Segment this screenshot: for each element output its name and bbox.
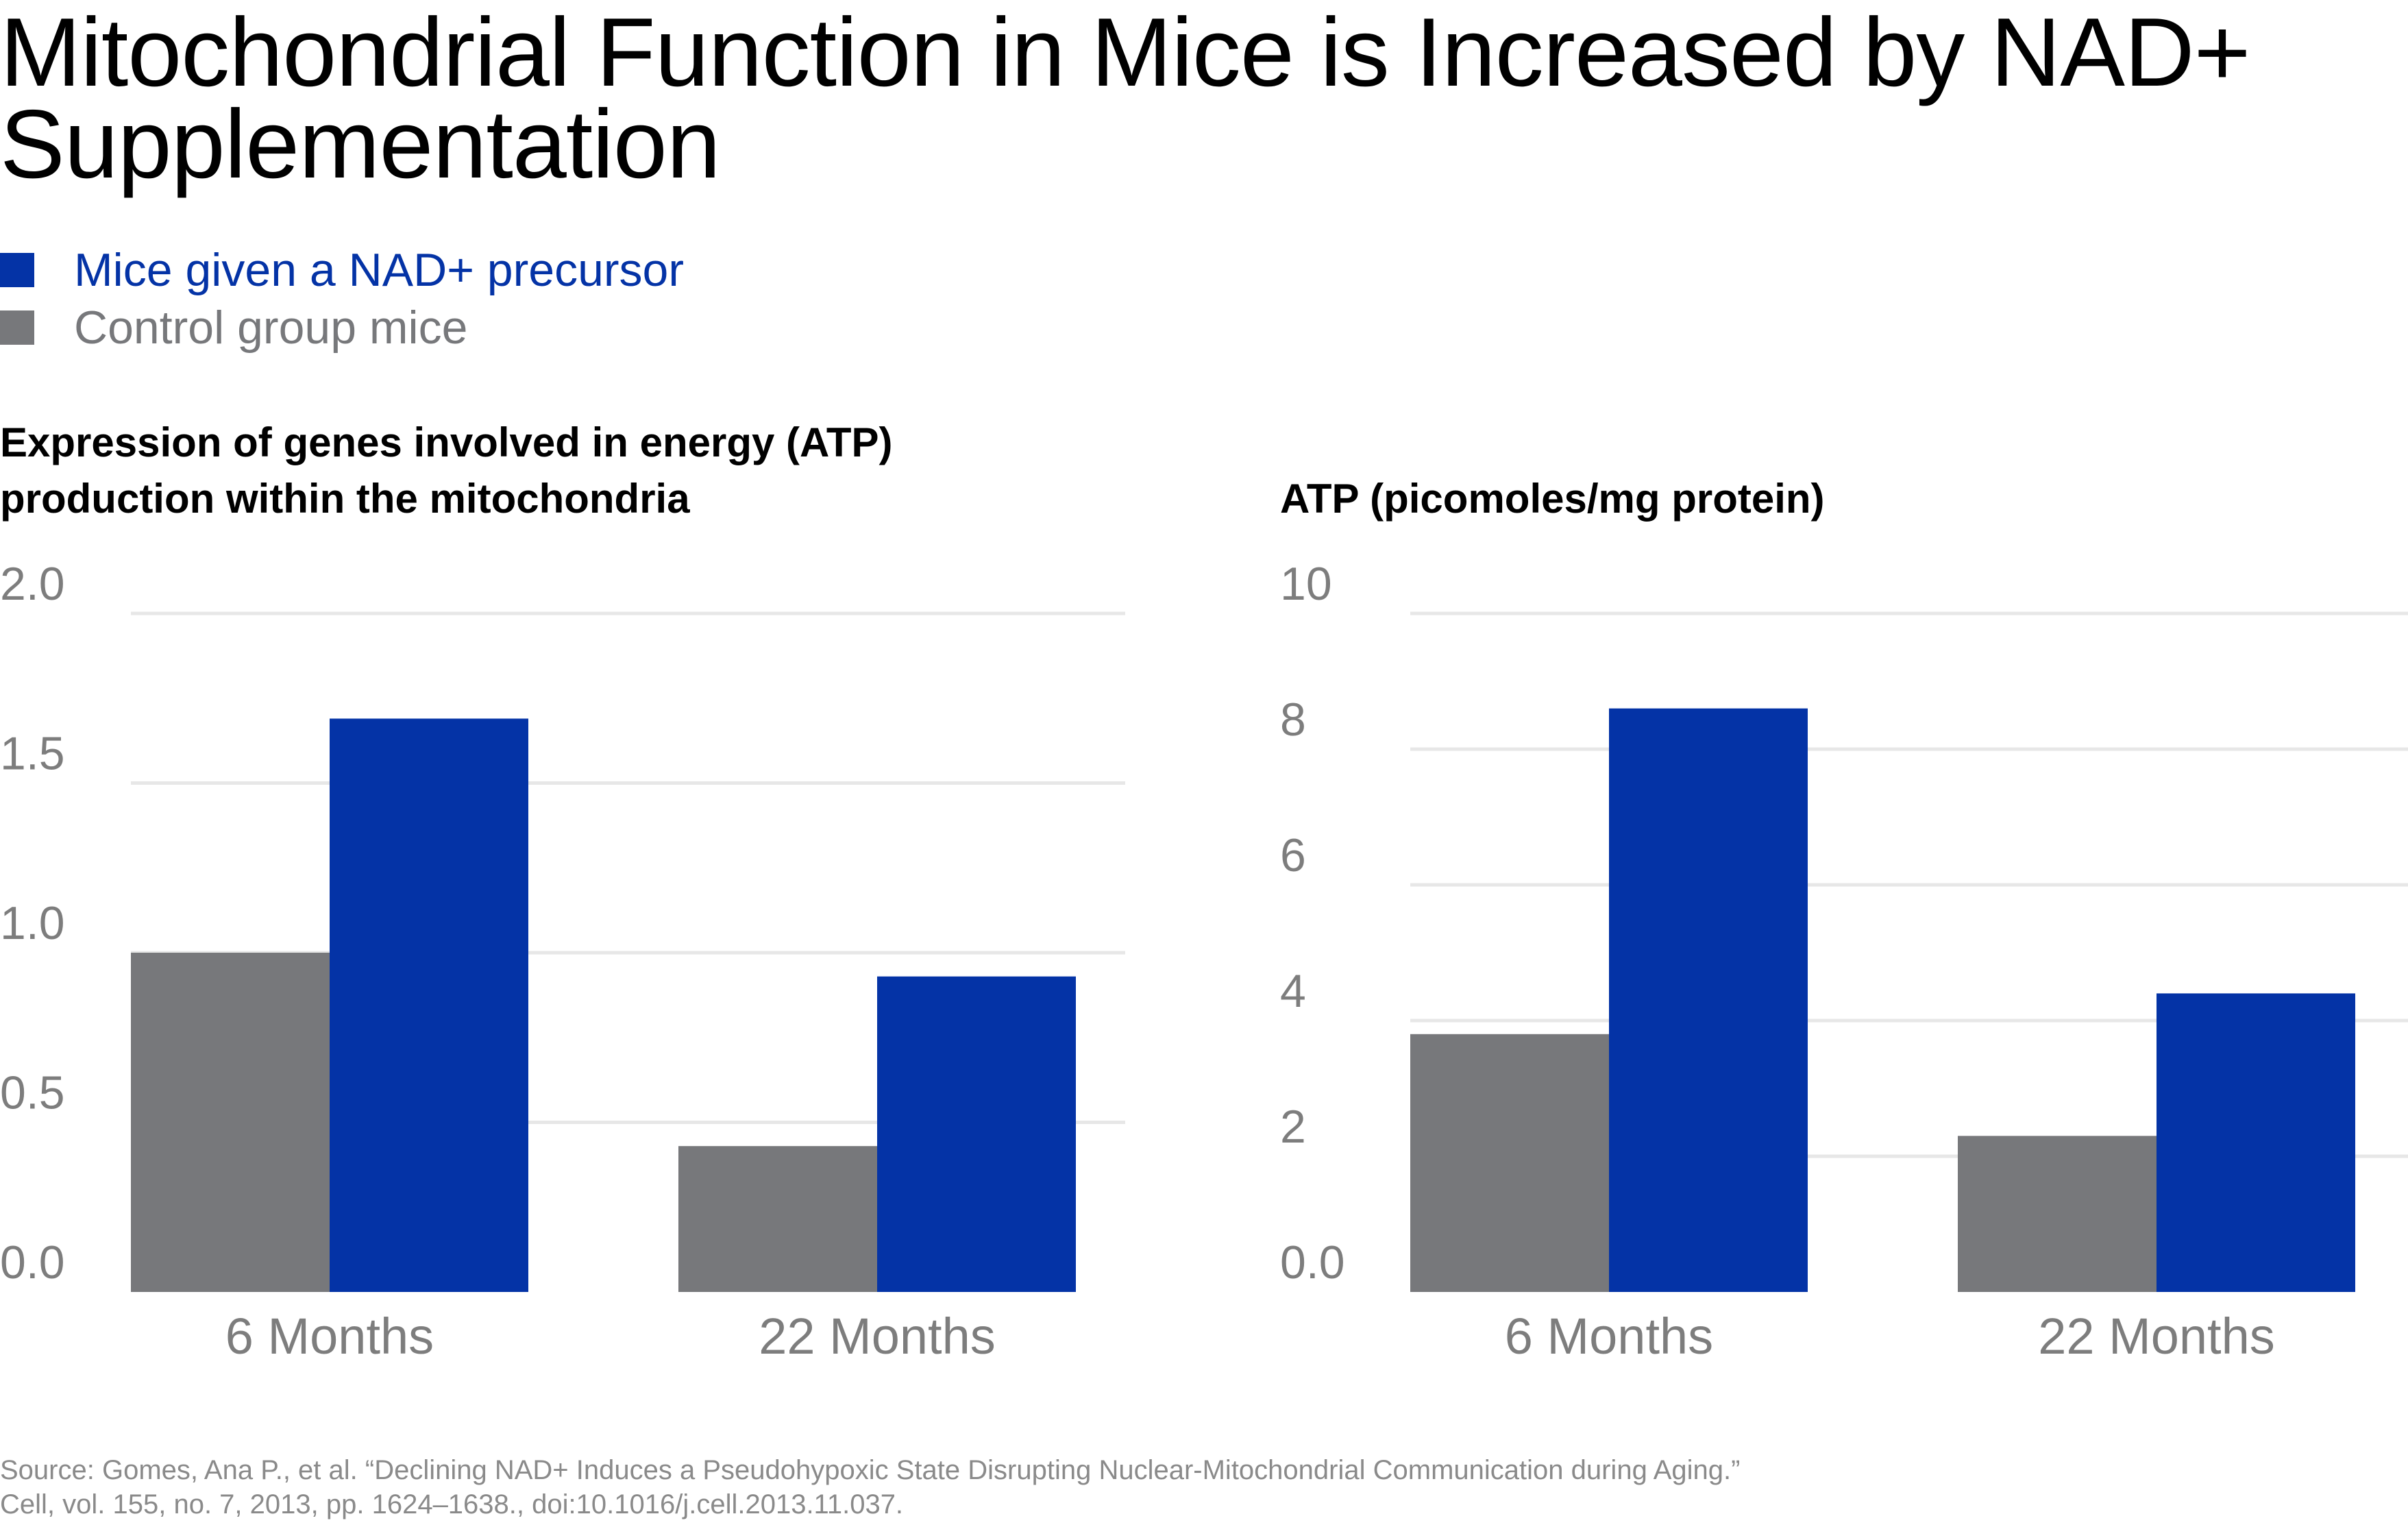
atp-y-tick-label: 10	[1280, 558, 1332, 610]
gene-expression-bar-treated	[330, 718, 528, 1292]
source-line1: Source: Gomes, Ana P., et al. “Declining…	[0, 1455, 1741, 1485]
gene-expression-y-tick-label: 0.5	[0, 1067, 65, 1119]
atp-y-tick-label: 0.0	[1280, 1236, 1345, 1289]
atp-x-tick-label: 6 Months	[1505, 1308, 1713, 1365]
gene-expression-y-tick-label: 2.0	[0, 558, 65, 610]
gene-expression-panel-title: Expression of genes involved in energy (…	[0, 415, 893, 527]
gene-expression-bar-control	[678, 1146, 877, 1292]
legend-swatch-treated	[0, 253, 34, 287]
gene-expression-bar-control	[131, 953, 330, 1292]
atp-panel-title: ATP (picomoles/mg protein)	[1280, 471, 1825, 527]
gene-expression-x-tick-label: 6 Months	[225, 1308, 434, 1365]
gene-expression-y-tick-label: 1.0	[0, 897, 65, 949]
atp-x-tick-label: 22 Months	[2038, 1308, 2275, 1365]
atp-bar-control	[1410, 1034, 1609, 1292]
legend-label-treated: Mice given a NAD+ precursor	[74, 244, 685, 296]
atp-y-tick-label: 6	[1280, 829, 1306, 881]
atp-bar-treated	[2157, 993, 2355, 1292]
legend: Mice given a NAD+ precursor Control grou…	[0, 241, 684, 356]
atp-title-line1: ATP (picomoles/mg protein)	[1280, 476, 1825, 522]
gene-expression-bar-treated	[877, 976, 1076, 1292]
gene-expression-x-tick-label: 22 Months	[759, 1308, 996, 1365]
atp-bar-treated	[1609, 708, 1808, 1292]
gene-expression-y-tick-label: 0.0	[0, 1236, 65, 1289]
atp-y-tick-label: 8	[1280, 694, 1306, 746]
source-line2: Cell, vol. 155, no. 7, 2013, pp. 1624–16…	[0, 1489, 904, 1520]
legend-swatch-control	[0, 310, 34, 345]
gene-expression-title-line2: production within the mitochondria	[0, 476, 690, 522]
legend-item-treated: Mice given a NAD+ precursor	[0, 241, 684, 299]
atp-y-tick-label: 4	[1280, 965, 1306, 1017]
gene-expression-y-tick-label: 1.5	[0, 728, 65, 780]
gene-expression-title-line1: Expression of genes involved in energy (…	[0, 419, 893, 465]
atp-bar-control	[1958, 1136, 2157, 1292]
atp-y-tick-label: 2	[1280, 1101, 1306, 1153]
chart-title: Mitochondrial Function in Mice is Increa…	[0, 0, 2251, 199]
source-citation: Source: Gomes, Ana P., et al. “Declining…	[0, 1453, 2398, 1522]
legend-label-control: Control group mice	[74, 302, 468, 354]
legend-item-control: Control group mice	[0, 299, 684, 356]
